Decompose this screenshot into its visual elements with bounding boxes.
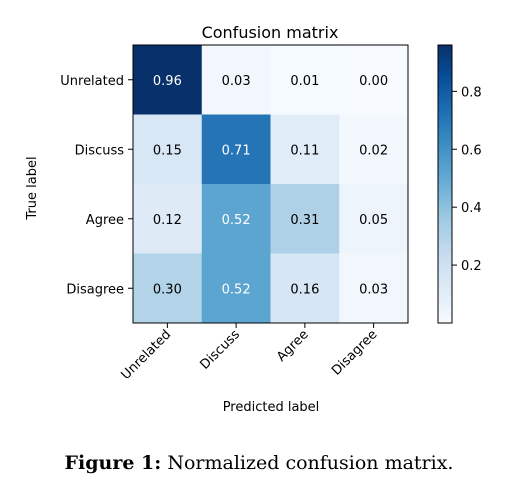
heatmap-cell [339,45,409,115]
cell-value-label: 0.03 [222,74,251,89]
heatmap-cell [339,184,409,254]
heatmap-cell [339,114,409,185]
y-axis-label: True label [25,156,40,220]
y-axis-ticks: Unrelated Discuss Agree Disagree [60,74,133,297]
cell-value-label: 0.52 [222,213,251,228]
cell-value-label: 0.96 [153,74,182,89]
colorbar-tick-label: 0.4 [461,201,482,216]
cell-value-label: 0.02 [359,143,388,158]
heatmap-cell [201,253,271,324]
x-axis-label: Predicted label [223,400,320,415]
plot-frame [132,44,409,324]
heatmap-cell [133,184,203,254]
colorbar-ticks: 0.2 0.4 0.6 0.8 [452,85,482,274]
heatmap-cell [133,253,203,324]
cell-value-label: 0.12 [153,213,182,228]
y-tick-label: Discuss [75,143,125,158]
heatmap-cell [201,114,271,185]
x-tick-label: Discuss [197,327,243,373]
y-tick-label: Disagree [66,282,124,297]
colorbar-tick-label: 0.6 [461,143,482,158]
cell-value-label: 0.00 [359,74,388,89]
cell-value-label: 0.71 [222,143,251,158]
heatmap-cell [270,114,340,185]
cell-value-label: 0.16 [290,282,319,297]
heatmap-cell [133,114,203,185]
heatmap-cell [270,184,340,254]
confusion-matrix-chart: Confusion matrix 0.96 0.03 0.01 0.00 0.15 0.7… [25,23,482,415]
figure-caption-text: Normalized confusion matrix. [167,452,454,474]
cell-value-label: 0.15 [153,143,182,158]
colorbar-tick-label: 0.2 [461,259,482,274]
cell-value-label: 0.30 [153,282,182,297]
y-tick-label: Unrelated [60,74,124,89]
figure-caption-label: Figure 1: [64,452,162,474]
x-tick-label: Unrelated [119,327,175,383]
heatmap-cell [339,253,409,324]
colorbar-tick-label: 0.8 [461,85,482,100]
heatmap-cell [270,253,340,324]
cell-value-label: 0.52 [222,282,251,297]
heatmap-cell [270,45,340,115]
heatmap-cell [133,45,203,115]
cell-value-label: 0.01 [290,74,319,89]
cell-value-label: 0.03 [359,282,388,297]
heatmap-cells [133,45,409,324]
cell-value-label: 0.11 [290,143,319,158]
cell-value-label: 0.05 [359,213,388,228]
x-tick-label: Agree [274,327,312,365]
cell-value-labels: 0.96 0.03 0.01 0.00 0.15 0.71 0.11 0.02 0.12 0.52… [153,74,388,298]
heatmap-cell [201,45,271,115]
heatmap-cell [201,184,271,254]
figure-caption: Figure 1: Normalized confusion matrix. [0,452,518,474]
chart-title: Confusion matrix [202,23,339,42]
x-axis-ticks: Unrelated Discuss Agree Disagree [119,323,380,383]
colorbar [437,44,453,324]
y-tick-label: Agree [86,213,124,228]
x-tick-label: Disagree [329,327,380,378]
cell-value-label: 0.31 [290,213,319,228]
